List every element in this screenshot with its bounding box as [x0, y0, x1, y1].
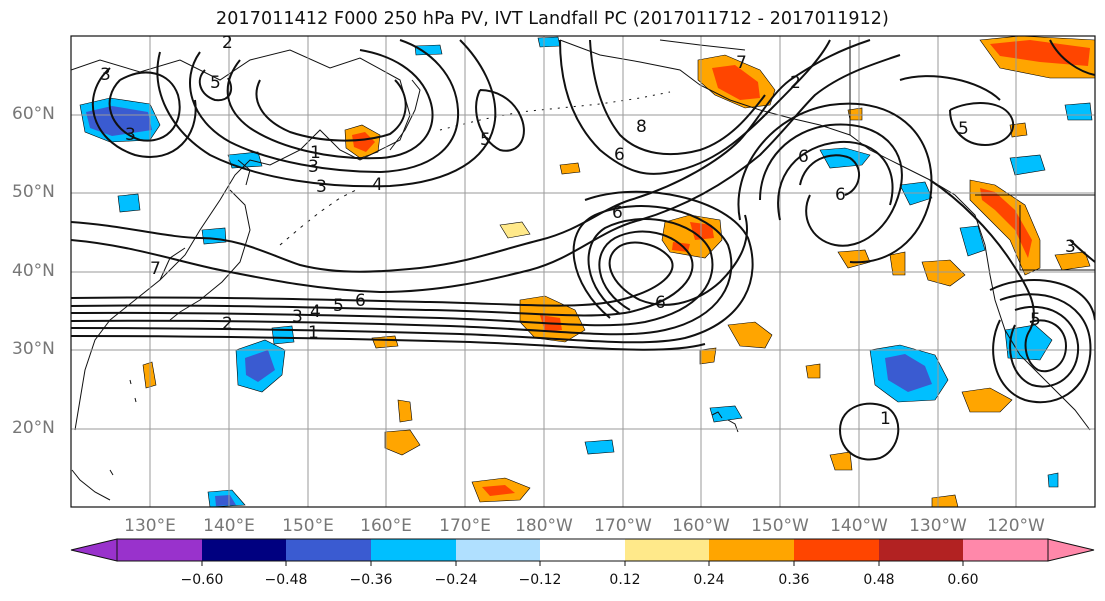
colorbar-tick-label: −0.36: [349, 572, 393, 588]
pv-contours: [71, 39, 1095, 461]
colorbar-tick-label: 0.36: [778, 572, 810, 588]
lon-label: 130°E: [124, 516, 176, 536]
gridlines: [71, 36, 1095, 507]
colorbar-tick-label: 0.60: [947, 572, 979, 588]
contour-label: 3: [1065, 237, 1076, 257]
contour-label: 7: [736, 53, 747, 73]
contour-label: 2: [790, 73, 801, 93]
lat-label: 20°N: [12, 418, 55, 438]
lon-label: 160°E: [360, 516, 412, 536]
coastlines: [71, 39, 1095, 501]
colorbar: [70, 538, 1095, 566]
contour-label: 5: [1030, 310, 1041, 330]
contour-label: 1: [880, 409, 891, 429]
lon-label: 150°W: [751, 516, 809, 536]
lon-label: 140°W: [830, 516, 888, 536]
colorbar-tick-label: −0.24: [434, 572, 478, 588]
colorbar-segment: [963, 539, 1048, 561]
contour-label: 3: [308, 157, 319, 177]
lon-label: 180°W: [515, 516, 573, 536]
contour-label: 3: [292, 307, 303, 327]
figure-title: 2017011412 F000 250 hPa PV, IVT Landfall…: [216, 9, 889, 29]
contour-labels: 1 1 1 2 2 2 3 3 3 3 3 4 4 5 5 5 5 6 6 6 …: [100, 33, 1076, 429]
contour-label: 1: [310, 143, 321, 163]
contour-label: 2: [222, 33, 233, 53]
colorbar-segment: [202, 539, 286, 561]
contour-label: 6: [355, 291, 366, 311]
colorbar-segment: [456, 539, 540, 561]
colorbar-segment: [794, 539, 879, 561]
lat-label: 50°N: [12, 182, 55, 202]
lon-label: 160°W: [672, 516, 730, 536]
lon-label: 140°E: [203, 516, 255, 536]
colorbar-tick-label: −0.48: [264, 572, 308, 588]
contour-label: 6: [835, 185, 846, 205]
colorbar-tick-label: 0.12: [609, 572, 641, 588]
contour-label: 5: [333, 296, 344, 316]
colorbar-frame: [116, 538, 1049, 562]
contour-label: 3: [316, 177, 327, 197]
negative-anomaly-shading: [79, 36, 1093, 507]
lat-label: 60°N: [12, 104, 55, 124]
colorbar-segment: [709, 539, 794, 561]
contour-label: 3: [100, 65, 111, 85]
colorbar-ticks: [201, 561, 964, 566]
contour-label: 5: [210, 73, 221, 93]
colorbar-tick-label: 0.48: [863, 572, 895, 588]
colorbar-tick-label: −0.60: [180, 572, 224, 588]
lon-label: 130°W: [909, 516, 967, 536]
contour-label: 4: [372, 175, 383, 195]
contour-label: 5: [958, 119, 969, 139]
lon-label: 170°W: [594, 516, 652, 536]
contour-label: 1: [308, 323, 319, 343]
contour-label: 6: [612, 203, 623, 223]
contour-label: 6: [614, 145, 625, 165]
colorbar-segment: [286, 539, 371, 561]
lon-label: 150°E: [282, 516, 334, 536]
contour-label: 2: [222, 314, 233, 334]
lon-label: 170°E: [439, 516, 491, 536]
positive-anomaly-shading: [142, 36, 1095, 507]
colorbar-max-arrow: [1047, 538, 1095, 562]
lat-label: 30°N: [12, 339, 55, 359]
contour-label: 3: [125, 125, 136, 145]
contour-label: 4: [310, 302, 321, 322]
map-frame: [70, 35, 1096, 508]
contour-label: 8: [636, 117, 647, 137]
lat-label: 40°N: [12, 261, 55, 281]
lon-label: 120°W: [987, 516, 1045, 536]
colorbar-tick-label: −0.12: [518, 572, 562, 588]
colorbar-segment: [540, 539, 625, 561]
contour-label: 6: [655, 293, 666, 313]
colorbar-segment: [371, 539, 456, 561]
contour-label: 5: [480, 130, 491, 150]
colorbar-segment: [879, 539, 963, 561]
colorbar-segment: [625, 539, 709, 561]
contour-label: 7: [150, 259, 161, 279]
colorbar-tick-label: 0.24: [693, 572, 725, 588]
colorbar-segment: [117, 539, 202, 561]
contour-label: 6: [798, 147, 809, 167]
colorbar-min-arrow: [70, 538, 118, 562]
